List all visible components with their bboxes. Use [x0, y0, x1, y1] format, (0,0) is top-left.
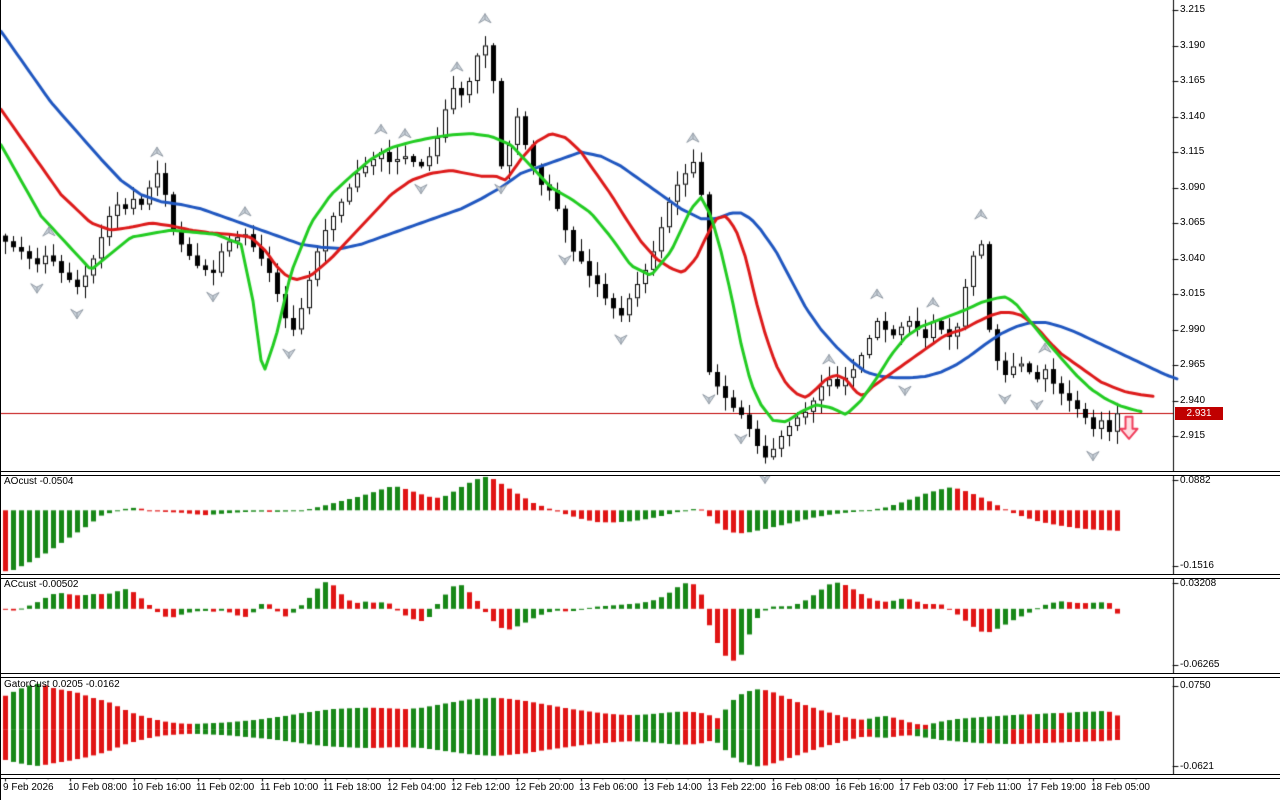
time-axis-label: 13 Feb 06:00 — [579, 782, 638, 793]
time-axis-label: 12 Feb 20:00 — [515, 782, 574, 793]
price-axis-label: 3.140 — [1180, 111, 1206, 122]
pane-separator[interactable] — [1, 673, 1280, 678]
ao-indicator-label: AOcust -0.0504 — [4, 476, 74, 487]
current-price-tag: 2.931 — [1175, 407, 1223, 420]
time-axis-label: 10 Feb 16:00 — [132, 782, 191, 793]
time-axis-label: 16 Feb 08:00 — [771, 782, 830, 793]
pane-separator[interactable] — [1, 471, 1280, 476]
gator-indicator-label: GatorCust 0.0205 -0.0162 — [4, 679, 120, 690]
time-axis-label: 11 Feb 10:00 — [260, 782, 319, 793]
price-axis-label: 3.215 — [1180, 4, 1206, 15]
time-axis-label: 10 Feb 08:00 — [68, 782, 127, 793]
time-axis-label: 17 Feb 03:00 — [899, 782, 958, 793]
pane-separator[interactable] — [1, 574, 1280, 579]
time-axis-label: 11 Feb 02:00 — [196, 782, 255, 793]
time-axis-label: 13 Feb 14:00 — [643, 782, 702, 793]
time-axis-label: 17 Feb 19:00 — [1027, 782, 1086, 793]
time-axis-label: 16 Feb 16:00 — [835, 782, 894, 793]
price-axis-label: 3.040 — [1180, 253, 1206, 264]
price-axis-label: 2.990 — [1180, 324, 1206, 335]
price-axis-label: 3.165 — [1180, 75, 1206, 86]
gator-scale-min-label: -0.0621 — [1180, 761, 1214, 772]
price-axis-label: 3.115 — [1180, 146, 1205, 157]
time-axis-label: 9 Feb 2026 — [3, 782, 54, 793]
pane-separator[interactable] — [1, 774, 1280, 779]
gator-scale-max-label: 0.0750 — [1180, 680, 1211, 691]
time-axis-label: 12 Feb 04:00 — [387, 782, 446, 793]
time-axis-label: 18 Feb 05:00 — [1091, 782, 1150, 793]
time-axis-label: 11 Feb 18:00 — [323, 782, 382, 793]
price-axis-label: 3.090 — [1180, 182, 1206, 193]
price-axis-label: 3.015 — [1180, 288, 1206, 299]
ao-scale-min-label: -0.1516 — [1180, 560, 1214, 571]
price-axis-label: 2.940 — [1180, 395, 1206, 406]
ac-scale-max-label: 0.03208 — [1180, 578, 1217, 589]
price-axis-label: 3.065 — [1180, 217, 1206, 228]
time-axis-label: 17 Feb 11:00 — [963, 782, 1022, 793]
price-axis-label: 2.965 — [1180, 359, 1206, 370]
ao-scale-max-label: 0.0882 — [1180, 475, 1211, 486]
time-axis-label: 13 Feb 22:00 — [707, 782, 766, 793]
time-axis-label: 12 Feb 12:00 — [451, 782, 510, 793]
ac-scale-min-label: -0.06265 — [1180, 659, 1220, 670]
price-axis-label: 3.190 — [1180, 40, 1206, 51]
price-axis-label: 2.915 — [1180, 430, 1206, 441]
ac-indicator-label: ACcust -0.00502 — [4, 579, 79, 590]
